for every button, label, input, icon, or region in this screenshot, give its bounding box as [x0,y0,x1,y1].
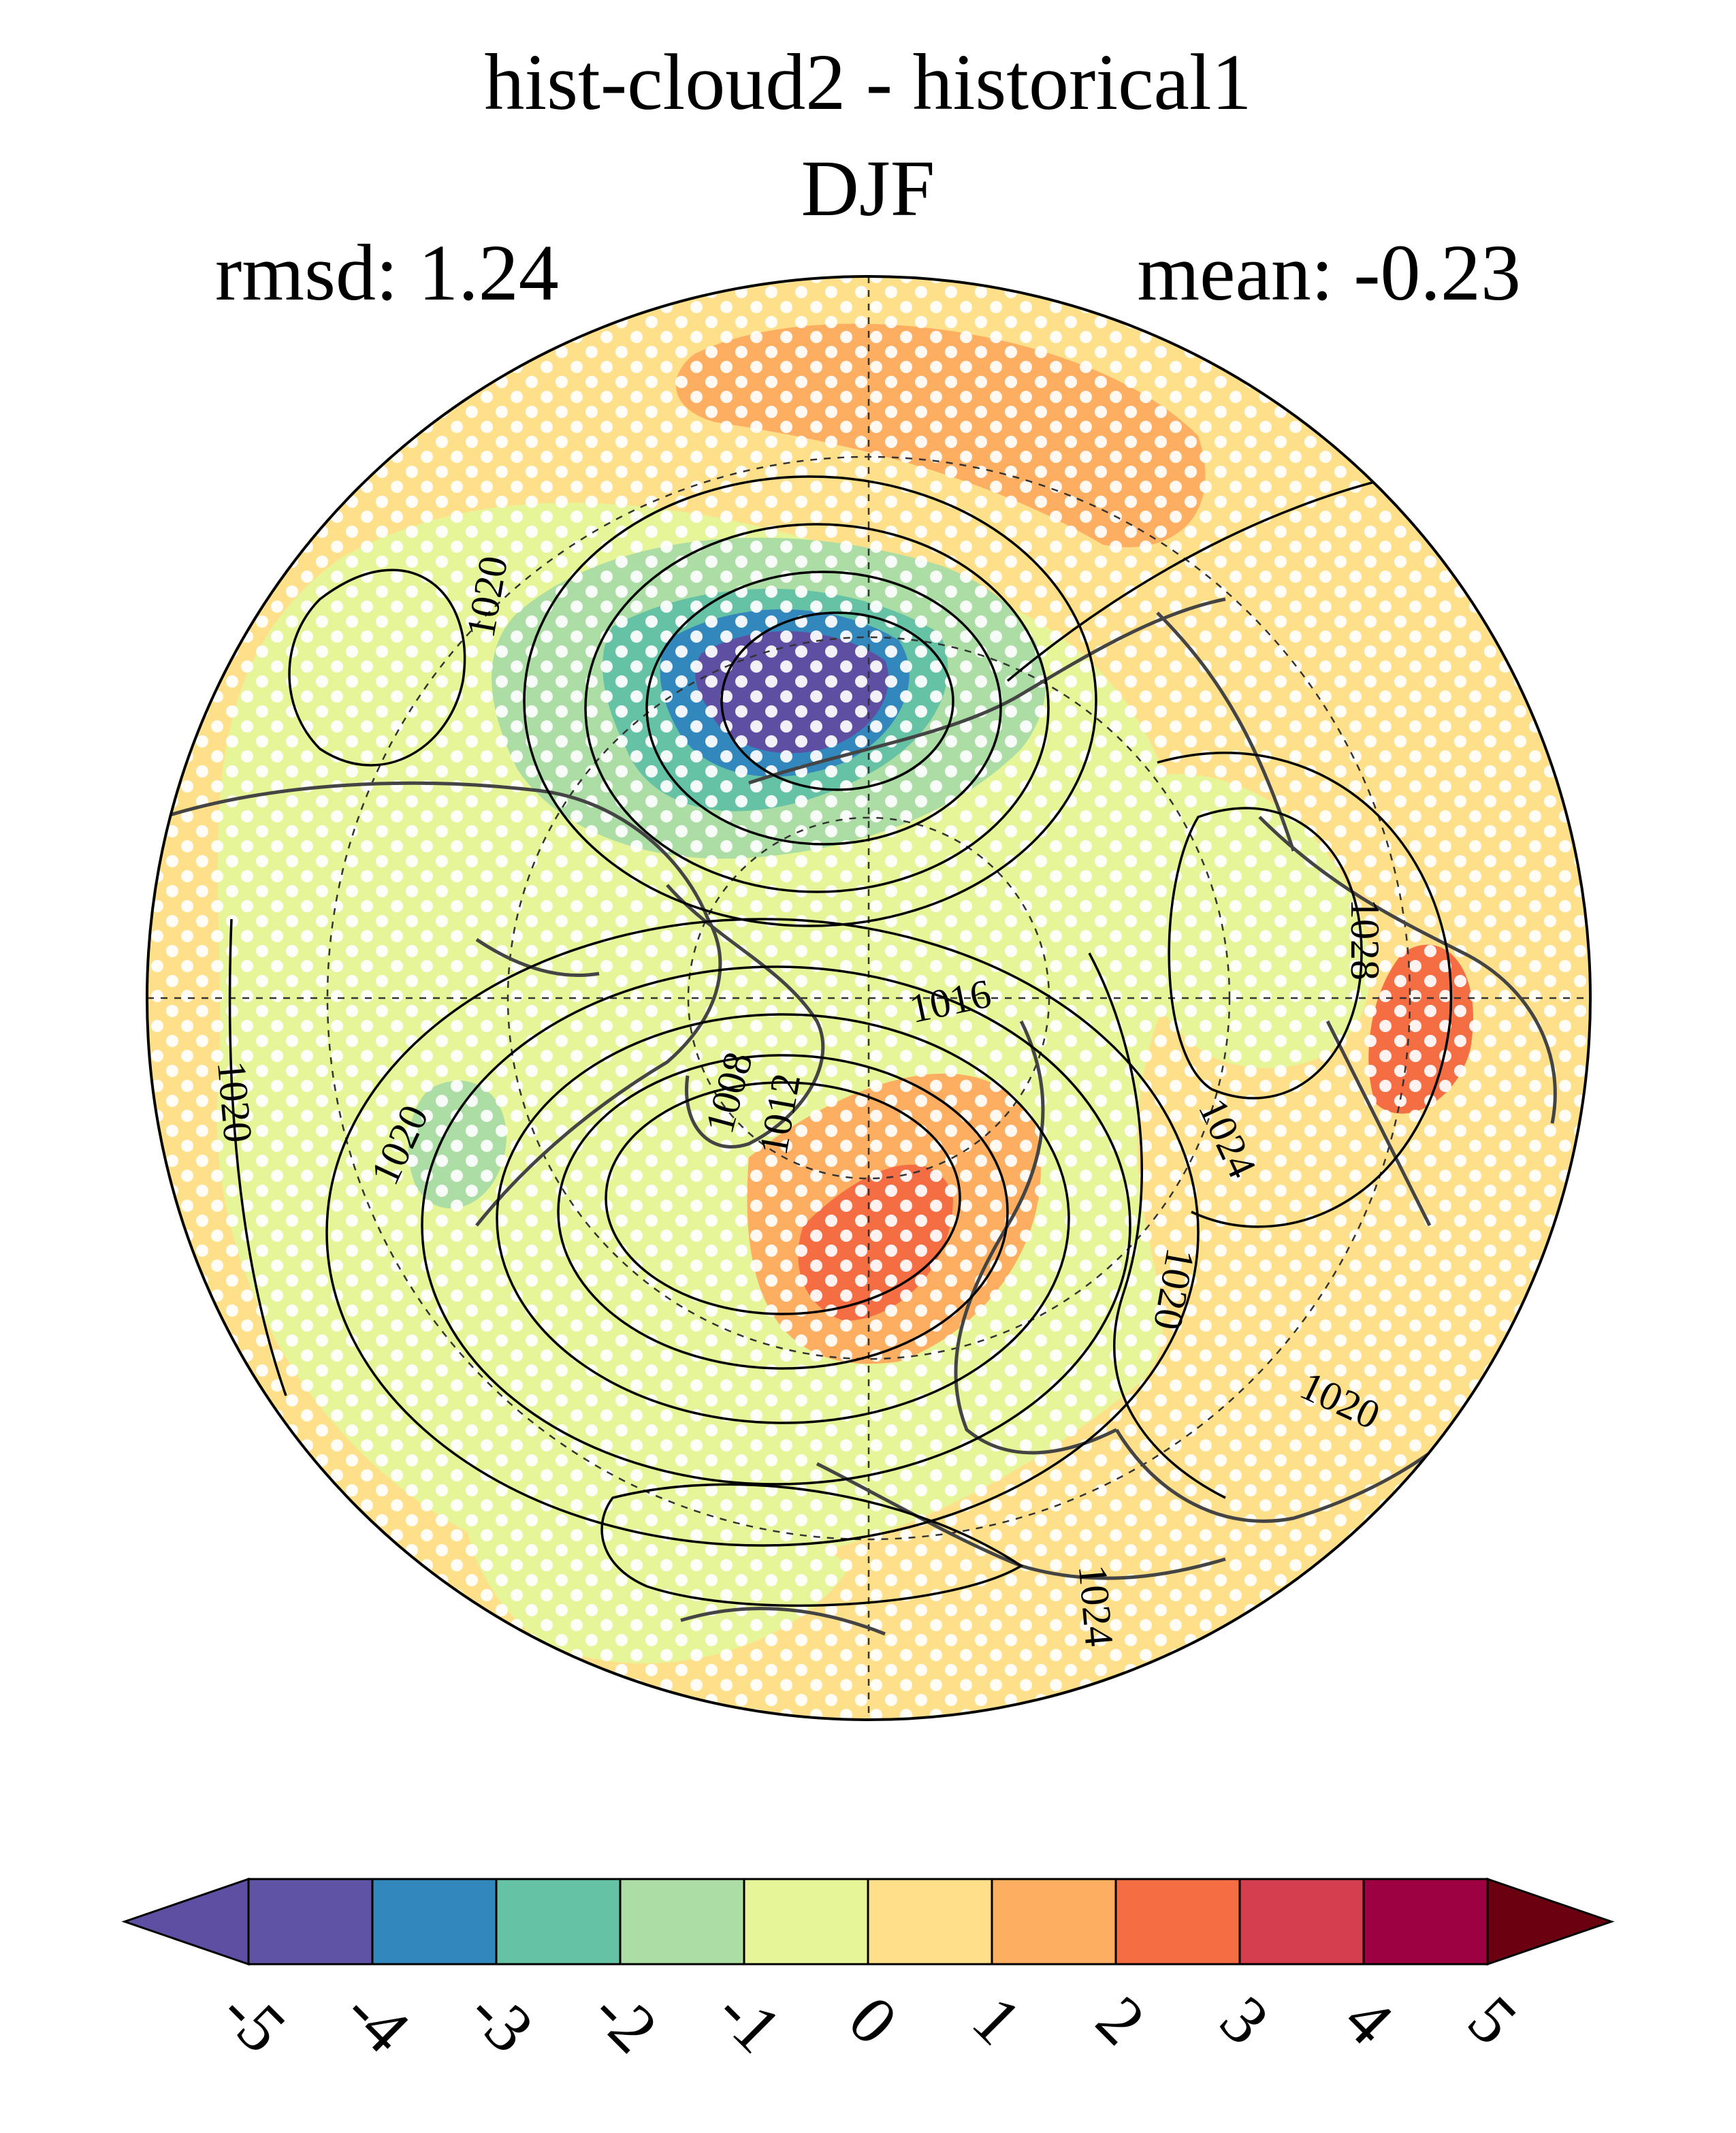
mean-label: mean: -0.23 [1137,228,1521,317]
rmsd-label: rmsd: 1.24 [215,228,559,317]
colorbar-tick-label: 2 [1082,1982,1160,2059]
colorbar-tick-label: 0 [835,1982,912,2059]
colorbar-tick-label: -3 [455,1974,548,2067]
colorbar-tick-label: 1 [959,1982,1036,2059]
colorbar-tick-label: -4 [331,1974,424,2067]
colorbar-box [991,1878,1117,1966]
map-boundary [146,275,1592,1721]
colorbar-tick-label: -5 [207,1974,300,2067]
colorbar-box [1238,1878,1365,1966]
colorbar-box [247,1878,374,1966]
contour-label: 1028 [1343,899,1387,980]
colorbar-tick-label: 5 [1454,1982,1532,2059]
contour-label: 1020 [209,1059,261,1144]
contour-label: 1024 [1070,1563,1122,1648]
graticule [147,276,1590,1720]
colorbar-extend-high [1486,1877,1615,1966]
colorbar-box [743,1878,869,1966]
title-line-1: hist-cloud2 - historical1 [484,37,1252,127]
colorbar-box [371,1878,498,1966]
colorbar-tick-label: 3 [1206,1982,1284,2059]
title-line-2: DJF [801,144,935,233]
colorbar-box [619,1878,745,1966]
colorbar-extend-low [121,1877,250,1966]
polar-map: 1020 1020 1020 1016 1008 1012 1024 1020 … [146,275,1592,1721]
colorbar-box [867,1878,993,1966]
colorbar-box [495,1878,622,1966]
colorbar-tick-label: 4 [1330,1982,1408,2059]
isobars [228,475,1453,1607]
colorbar-box [1362,1878,1489,1966]
colorbar-tick-label: -1 [703,1974,796,2067]
colorbar-tick-label: -2 [579,1974,672,2067]
colorbar-box [1114,1878,1241,1966]
